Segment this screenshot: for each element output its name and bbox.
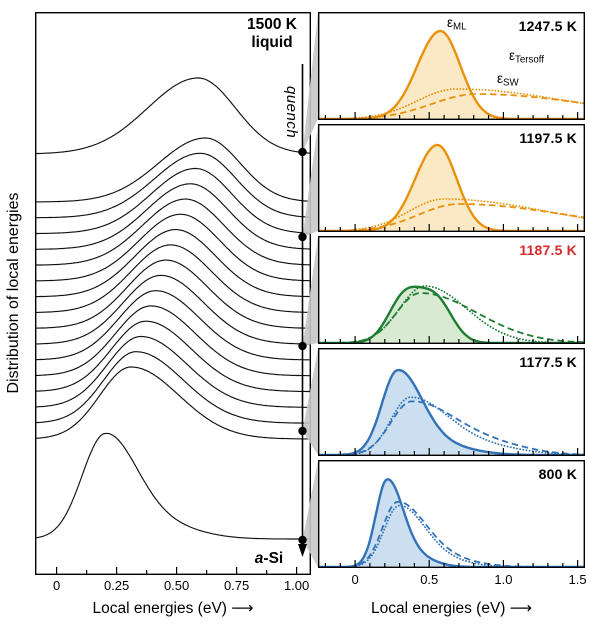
- right-panel-chart-5: [318, 460, 585, 568]
- right-panel-chart-4: [318, 348, 585, 456]
- legend-tersoff-sub: Tersoff: [515, 54, 545, 66]
- temperature-label-4: 1177.5 K: [519, 354, 577, 370]
- x-tick-label: 0: [351, 572, 359, 587]
- x-tick-label: 0.75: [223, 578, 250, 593]
- x-tick-label: 0.25: [103, 578, 130, 593]
- legend-tersoff-symbol: ε: [509, 48, 516, 63]
- temperature-label-5: 800 K: [538, 466, 577, 482]
- x-tick-label: 0: [52, 578, 61, 593]
- annotation-liquid-line2: liquid: [251, 34, 293, 52]
- legend-sw-symbol: ε: [497, 71, 504, 86]
- temperature-label-3: 1187.5 K: [519, 242, 577, 258]
- legend-ml-sub: ML: [453, 21, 467, 33]
- annotation-quench: quench: [283, 86, 300, 139]
- annotation-asi-italic: a: [254, 550, 264, 567]
- y-axis-label: Distribution of local energies: [5, 192, 22, 394]
- temperature-label-2: 1197.5 K: [519, 130, 577, 146]
- annotation-liquid-line1: 1500 K: [247, 16, 297, 33]
- legend-sw-sub: SW: [503, 77, 519, 89]
- x-tick-label: 1.5: [568, 572, 587, 587]
- x-tick-label: 0.50: [163, 578, 190, 593]
- legend-ml-symbol: ε: [447, 15, 454, 30]
- annotation-asi-rest: -Si: [263, 550, 284, 567]
- x-tick-label: 0.5: [420, 572, 439, 587]
- x-tick-label: 1.00: [283, 578, 310, 593]
- annotation-liquid-state: 1500 K liquid: [238, 16, 306, 53]
- legend-epsilon-ml: εML: [447, 15, 467, 32]
- x-axis-label-left: Local energies (eV) ⟶: [92, 600, 254, 617]
- right-panel-chart-1: [318, 12, 585, 120]
- left-waterfall-chart: [35, 12, 311, 575]
- legend-epsilon-sw: εSW: [497, 71, 519, 88]
- x-tick-label: 1.0: [494, 572, 513, 587]
- right-panel-chart-3: [318, 236, 585, 344]
- x-axis-label-right: Local energies (eV) ⟶: [371, 600, 532, 617]
- temperature-label-1: 1247.5 K: [518, 18, 577, 34]
- annotation-asi: a-Si: [240, 550, 298, 568]
- legend-epsilon-tersoff: εTersoff: [509, 48, 544, 65]
- right-panel-chart-2: [318, 124, 585, 232]
